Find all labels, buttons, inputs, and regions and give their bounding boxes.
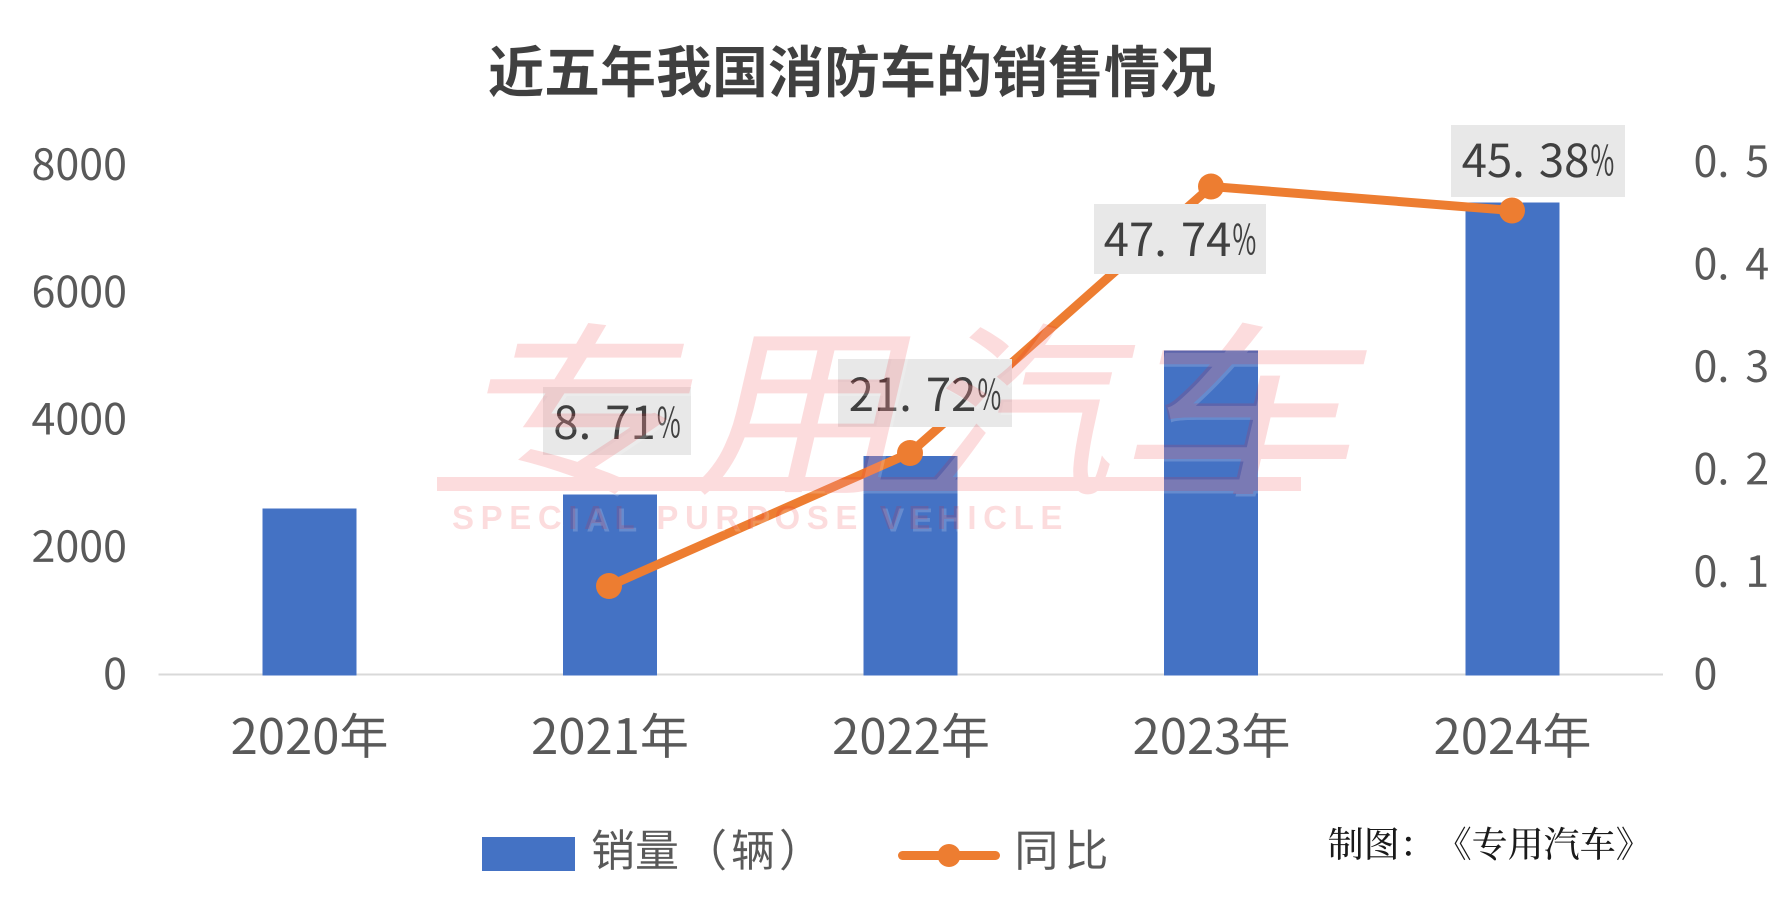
svg-text:SPECIAL PURPOSE VEHICLE: SPECIAL PURPOSE VEHICLE [455,502,1072,539]
svg-text:SPECIAL PURPOSE VEHICLE: SPECIAL PURPOSE VEHICLE [452,499,1069,536]
